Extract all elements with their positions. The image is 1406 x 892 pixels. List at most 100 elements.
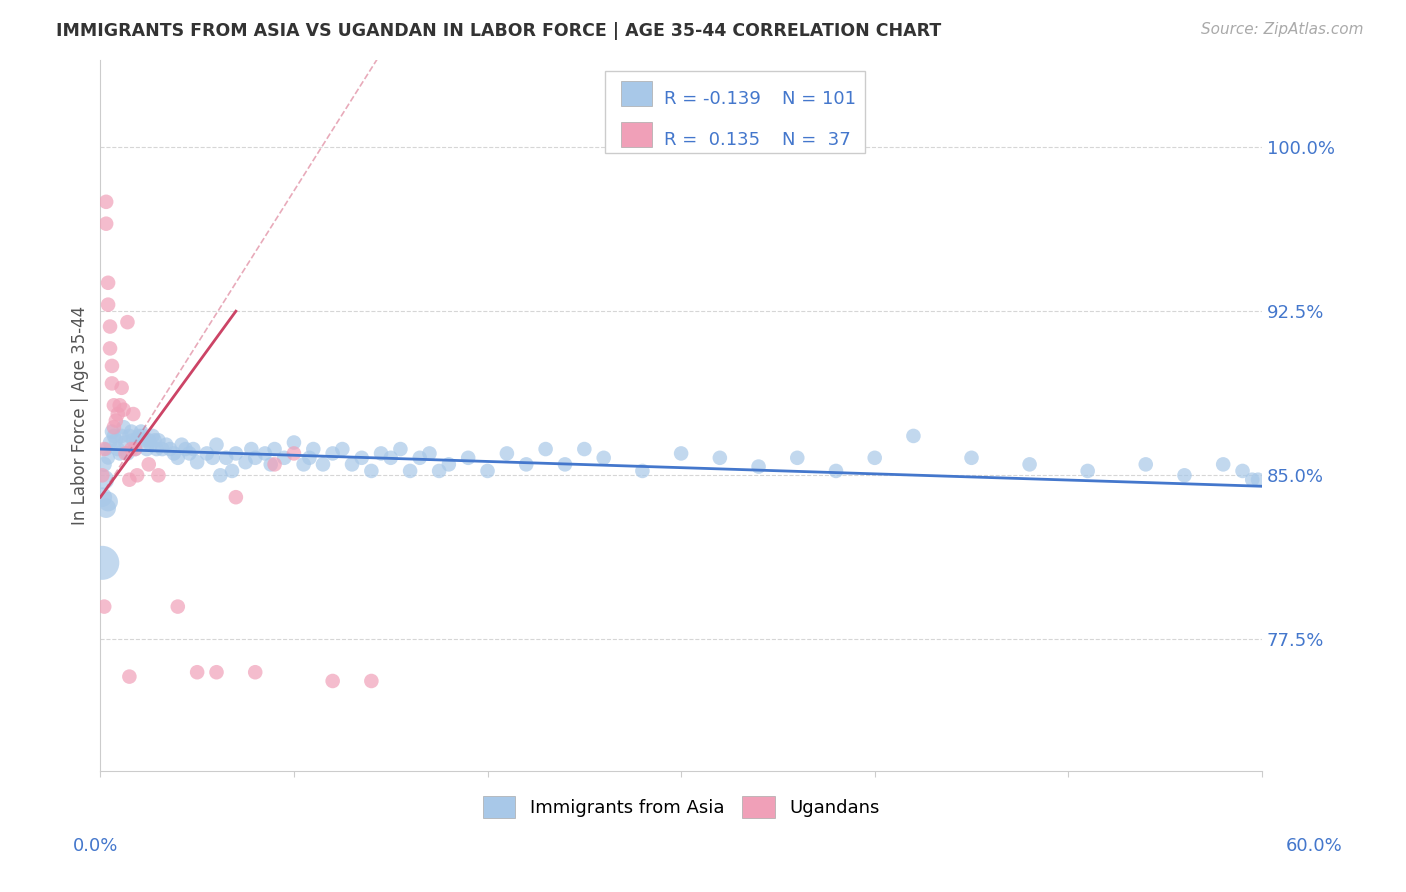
Point — [330, 442, 353, 456]
Point — [112, 402, 135, 417]
Point — [174, 442, 197, 456]
Point — [96, 194, 118, 209]
Point — [98, 435, 121, 450]
Text: N = 101: N = 101 — [782, 90, 856, 108]
Text: N =  37: N = 37 — [782, 131, 851, 149]
Point — [574, 442, 596, 456]
Point — [96, 442, 118, 456]
Point — [298, 450, 321, 465]
Y-axis label: In Labor Force | Age 35-44: In Labor Force | Age 35-44 — [72, 306, 89, 524]
Point — [903, 429, 925, 443]
Point — [145, 442, 167, 456]
Point — [101, 359, 124, 373]
Point — [437, 458, 460, 472]
Point — [170, 438, 193, 452]
Point — [108, 446, 131, 460]
Point — [127, 468, 149, 483]
Point — [292, 458, 315, 472]
Point — [132, 429, 155, 443]
Point — [215, 450, 238, 465]
Point — [143, 434, 166, 448]
Point — [96, 501, 118, 516]
Point — [138, 458, 160, 472]
Point — [312, 458, 335, 472]
Point — [96, 217, 118, 231]
Point — [155, 438, 177, 452]
Point — [135, 442, 157, 456]
Point — [134, 434, 156, 448]
Text: 60.0%: 60.0% — [1286, 837, 1343, 855]
Point — [98, 342, 121, 356]
Point — [179, 446, 201, 460]
Point — [409, 450, 432, 465]
Point — [117, 315, 139, 329]
Point — [112, 420, 135, 434]
Point — [360, 464, 382, 478]
Point — [91, 468, 114, 483]
Point — [148, 434, 170, 448]
Point — [273, 450, 295, 465]
Point — [240, 442, 263, 456]
Point — [350, 450, 373, 465]
Point — [93, 599, 115, 614]
Point — [107, 407, 129, 421]
Point — [709, 450, 731, 465]
Point — [477, 464, 499, 478]
Point — [1135, 458, 1157, 472]
Point — [260, 458, 283, 472]
Point — [863, 450, 886, 465]
Point — [159, 442, 181, 456]
Point — [103, 429, 125, 443]
Point — [138, 434, 160, 448]
Point — [960, 450, 983, 465]
Point — [554, 458, 576, 472]
Point — [114, 435, 136, 450]
Point — [122, 407, 145, 421]
Point — [263, 442, 285, 456]
Point — [93, 442, 115, 456]
Point — [148, 468, 170, 483]
Point — [370, 446, 392, 460]
Point — [1212, 458, 1234, 472]
Point — [118, 473, 141, 487]
Point — [245, 665, 267, 680]
Point — [186, 665, 208, 680]
Point — [496, 446, 519, 460]
Point — [534, 442, 557, 456]
Point — [181, 442, 204, 456]
Point — [166, 599, 188, 614]
Point — [150, 442, 173, 456]
Point — [631, 464, 654, 478]
Point — [101, 425, 124, 439]
Point — [114, 446, 136, 460]
Point — [201, 450, 224, 465]
Point — [205, 665, 228, 680]
Point — [1232, 464, 1254, 478]
Point — [142, 429, 165, 443]
Point — [1077, 464, 1099, 478]
Point — [97, 494, 120, 508]
Point — [322, 446, 344, 460]
Point — [225, 446, 247, 460]
Point — [205, 438, 228, 452]
Point — [1018, 458, 1040, 472]
Text: R = -0.139: R = -0.139 — [664, 90, 761, 108]
Point — [221, 464, 243, 478]
Point — [111, 381, 134, 395]
Point — [98, 319, 121, 334]
Point — [263, 458, 285, 472]
Point — [166, 450, 188, 465]
Point — [825, 464, 848, 478]
Point — [97, 298, 120, 312]
Point — [122, 434, 145, 448]
Point — [104, 414, 127, 428]
Point — [97, 276, 120, 290]
Point — [139, 438, 162, 452]
Point — [128, 429, 150, 443]
Point — [103, 398, 125, 412]
Point — [124, 442, 146, 456]
Point — [427, 464, 450, 478]
Point — [195, 446, 218, 460]
Point — [120, 442, 142, 456]
Point — [93, 458, 115, 472]
